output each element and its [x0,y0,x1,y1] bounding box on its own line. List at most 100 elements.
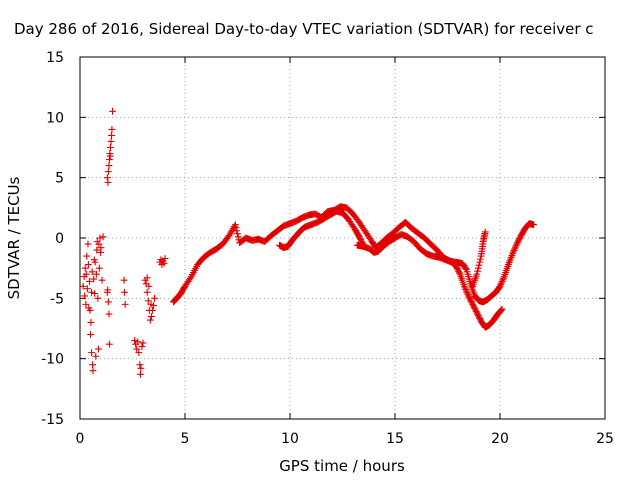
data-point [233,227,241,235]
x-axis-title: GPS time / hours [279,457,405,475]
data-point [474,267,481,275]
data-point [86,278,93,285]
y-axis-title: SDTVAR / TECUs [5,176,23,299]
data-point [82,300,90,308]
data-point [464,290,472,298]
data-point [83,252,91,260]
y-tick-label: 10 [46,110,64,126]
data-point [104,179,112,186]
data-point [232,224,240,232]
x-tick-label: 15 [386,431,404,447]
data-point [498,306,505,314]
data-point [79,282,87,290]
data-point [497,281,505,289]
data-point [148,313,155,320]
data-point [138,343,146,350]
data-point [95,345,102,353]
data-point [160,259,168,267]
data-point [530,221,537,229]
y-tick-label: 5 [55,171,64,187]
data-point [139,339,147,347]
data-point [106,340,113,348]
data-point [93,246,101,254]
data-point [498,305,506,313]
data-point [456,269,463,277]
y-tick-label: -5 [50,291,64,307]
data-point [96,234,104,242]
data-point [82,270,90,278]
data-point [463,287,470,295]
data-point [88,268,96,276]
data-point [121,288,128,296]
y-tick-label: -15 [41,412,64,428]
data-point [83,285,91,293]
data-point [98,276,106,284]
data-point [143,274,151,282]
data-point [108,132,115,139]
data-point [81,264,89,272]
x-tick-label: 10 [281,431,299,447]
data-point [475,261,483,269]
data-point [473,270,481,278]
data-point [186,274,194,282]
data-point [462,286,470,293]
data-point [105,310,113,318]
data-point [151,294,158,302]
data-point [144,297,152,305]
data-point [136,361,144,369]
data-point [462,264,470,272]
y-tick-label: 0 [55,231,64,247]
data-point [131,337,138,344]
data-point [461,284,469,292]
data-point [106,156,113,163]
data-point [512,242,520,250]
data-point [232,221,239,229]
x-tick-label: 5 [181,431,190,447]
data-point [509,248,517,256]
data-point [234,230,241,238]
data-point [95,264,103,272]
data-point [86,307,94,314]
data-point [97,244,105,252]
data-point [106,152,114,160]
data-point [104,286,112,294]
data-point [149,307,156,314]
data-point [81,292,89,300]
data-point [104,168,112,176]
data-point [500,274,507,282]
data-point [133,345,141,353]
data-point [137,370,144,378]
data-point [103,174,111,182]
axis-ticks: 0 5 10 15 20 25 -15 -10 -5 0 5 10 15 [41,50,614,447]
data-point [92,270,100,278]
data-point [88,349,95,357]
data-point [498,278,506,285]
x-tick-label: 25 [596,431,614,447]
data-point [510,247,518,254]
data-point [134,338,142,346]
data-point [474,264,482,272]
data-point [104,298,112,306]
data-point [460,282,468,290]
x-tick-label: 20 [491,431,509,447]
data-point [511,245,519,253]
chart-title: Day 286 of 2016, Sidereal Day-to-day VTE… [14,20,594,38]
data-point [120,276,128,284]
data-point [496,282,504,290]
data-point [135,349,143,357]
data-point [146,316,154,324]
data-point [107,144,114,151]
data-point [137,364,145,372]
data-point [91,290,99,297]
data-point [509,250,516,258]
data-point [107,138,115,145]
data-point [109,107,116,115]
data-point [477,255,484,263]
data-points [79,107,537,378]
data-point [84,240,92,248]
data-point [147,300,155,308]
data-point [94,294,102,302]
data-point [499,276,507,284]
data-point [88,288,95,296]
